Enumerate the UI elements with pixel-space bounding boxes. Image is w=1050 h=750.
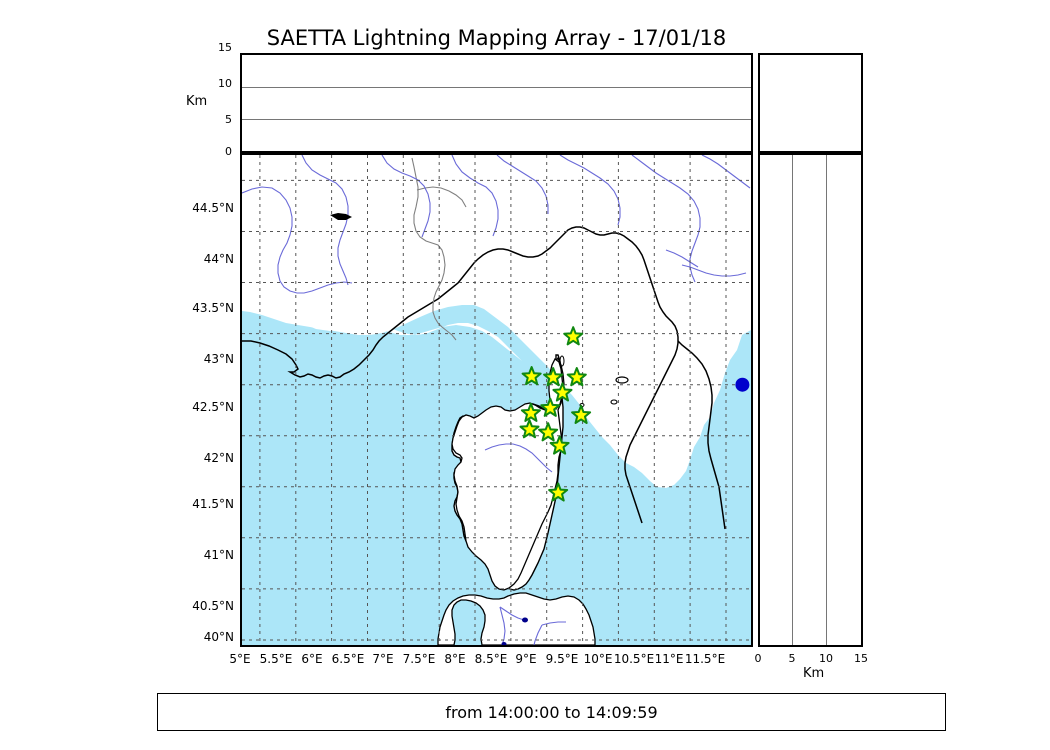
tick-right-x-5: 5 [788,652,796,665]
point-marker-dot[interactable] [735,377,750,392]
tick-lon-11: 11°E [654,652,684,666]
panel-altitude-vs-latitude[interactable] [758,153,863,647]
axis-label-top-km: Km [186,94,208,109]
gridline-right-10 [826,155,827,645]
station-star-icon[interactable] [552,382,573,402]
station-star-icon[interactable] [543,367,564,387]
time-range-text: from 14:00:00 to 14:09:59 [445,702,658,722]
landmass-mainland [242,155,751,488]
tick-lat-40: 40°N [203,630,234,644]
tick-lon-9-5: 9.5°E [545,652,579,666]
station-star-icon[interactable] [520,402,541,422]
rivers-sardinia [499,606,566,645]
tick-lon-8: 8°E [444,652,466,666]
border-france-italy [411,157,457,341]
tick-lat-41: 41°N [203,548,234,562]
tick-top-y-5: 5 [225,113,232,126]
tick-lon-10-5: 10.5°E [613,652,655,666]
station-star-icon[interactable] [563,326,584,346]
panel-altitude-vs-longitude[interactable] [240,53,753,153]
station-markers-layer [519,326,592,502]
tick-lon-5-5: 5.5°E [259,652,293,666]
tick-lat-43-5: 43.5°N [192,301,234,315]
island-elba [615,376,629,384]
station-star-icon[interactable] [521,366,542,386]
axis-label-right-km: Km [803,666,825,681]
station-star-icon[interactable] [540,397,561,417]
tick-top-y-15: 15 [218,41,232,54]
station-star-icon[interactable] [519,419,540,439]
map-graphic [242,155,751,645]
station-star-icon[interactable] [548,482,569,502]
tick-top-y-10: 10 [218,77,232,90]
tick-right-x-0: 0 [754,652,762,665]
panel-map-view[interactable] [240,153,753,647]
lake-sardinia-1 [522,617,528,623]
station-star-icon[interactable] [538,422,559,442]
rivers-mainland [242,155,751,294]
tick-lon-8-5: 8.5°E [474,652,508,666]
rivers-corsica [484,443,553,473]
tick-lon-5: 5°E [229,652,251,666]
tick-lon-7: 7°E [372,652,394,666]
graticule [242,155,751,645]
tick-lon-6: 6°E [301,652,323,666]
island-montecristo [610,399,618,405]
station-star-icon[interactable] [566,367,587,387]
tick-top-y-0: 0 [225,145,232,158]
station-star-icon[interactable] [571,404,592,424]
tick-lon-7-5: 7.5°E [402,652,436,666]
tick-lat-44-5: 44.5°N [192,201,234,215]
tick-lat-42-5: 42.5°N [192,400,234,414]
tick-lon-10: 10°E [583,652,613,666]
panel-corner [758,53,863,153]
coast-detail-land [242,285,528,367]
tick-right-x-15: 15 [854,652,868,665]
coastline-mainland [242,226,679,524]
point-markers-layer [735,377,750,392]
tick-lon-9: 9°E [515,652,537,666]
tick-lon-6-5: 6.5°E [331,652,365,666]
tick-right-x-10: 10 [819,652,833,665]
tick-lat-43: 43°N [203,352,234,366]
time-range-status-bar[interactable]: from 14:00:00 to 14:09:59 [157,693,946,731]
border-switzerland [416,186,467,208]
landmass-sardinia [437,592,596,645]
lake-sardinia-2 [501,642,507,645]
tick-lat-41-5: 41.5°N [192,497,234,511]
station-star-icon[interactable] [549,435,570,455]
gridline-right-5 [792,155,793,645]
gridline-top-5 [242,119,751,120]
lake-geneva [330,213,352,220]
page-title: SAETTA Lightning Mapping Array - 17/01/1… [266,26,727,50]
tick-lat-42: 42°N [203,451,234,465]
island-giraglia [559,355,565,367]
tick-lat-40-5: 40.5°N [192,599,234,613]
coastline-italy-west [677,340,726,530]
tick-lat-44: 44°N [203,252,234,266]
gridline-top-10 [242,87,751,88]
tick-lon-11-5: 11.5°E [684,652,726,666]
